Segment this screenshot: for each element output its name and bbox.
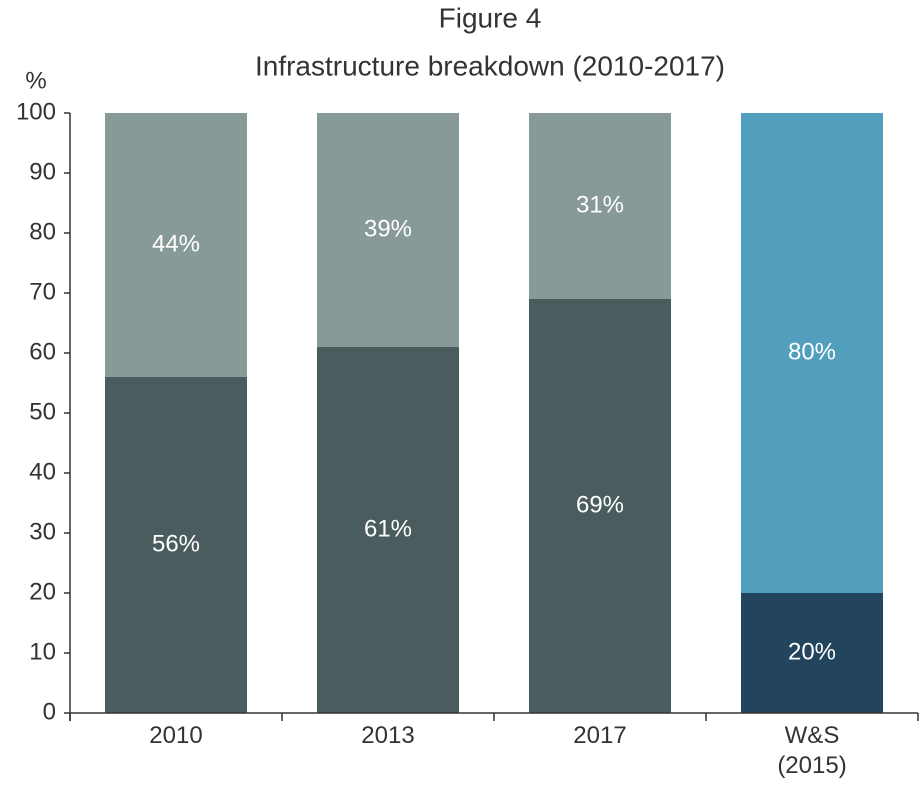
bar-segment bbox=[317, 347, 459, 713]
bar-segment bbox=[105, 377, 247, 713]
chart-subtitle: Infrastructure breakdown (2010-2017) bbox=[255, 50, 725, 81]
bar-segment bbox=[529, 299, 671, 713]
x-tick-label: 2010 bbox=[149, 722, 203, 749]
bar-segment bbox=[105, 113, 247, 377]
value-label: 31% bbox=[576, 191, 624, 218]
y-tick-label: 100 bbox=[16, 98, 56, 125]
chart-title: Figure 4 bbox=[439, 2, 542, 33]
value-label: 44% bbox=[152, 230, 200, 257]
y-tick-label: 30 bbox=[29, 518, 56, 545]
y-tick-label: 70 bbox=[29, 278, 56, 305]
value-label: 61% bbox=[364, 515, 412, 542]
y-tick-label: 50 bbox=[29, 398, 56, 425]
bar-segment bbox=[741, 593, 883, 713]
x-tick-label: 2017 bbox=[573, 722, 627, 749]
x-tick-label: W&S (2015) bbox=[777, 722, 847, 779]
value-label: 20% bbox=[788, 638, 836, 665]
y-tick-label: 40 bbox=[29, 458, 56, 485]
value-label: 56% bbox=[152, 530, 200, 557]
y-tick-label: 80 bbox=[29, 218, 56, 245]
y-tick-label: 10 bbox=[29, 638, 56, 665]
y-axis-label: % bbox=[25, 67, 46, 94]
bar-segment bbox=[317, 113, 459, 347]
y-tick-label: 60 bbox=[29, 338, 56, 365]
y-tick-label: 0 bbox=[43, 698, 56, 725]
y-tick-label: 20 bbox=[29, 578, 56, 605]
x-tick-label: 2013 bbox=[361, 722, 415, 749]
value-label: 39% bbox=[364, 215, 412, 242]
bar-segment bbox=[529, 113, 671, 299]
bar-segment bbox=[741, 113, 883, 593]
y-tick-label: 90 bbox=[29, 158, 56, 185]
value-label: 69% bbox=[576, 491, 624, 518]
value-label: 80% bbox=[788, 338, 836, 365]
